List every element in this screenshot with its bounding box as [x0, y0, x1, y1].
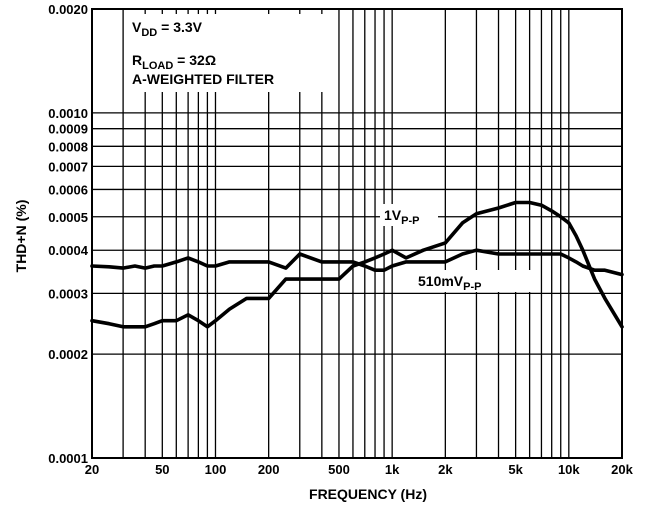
tick-labels: 20 50 100 200 500 1k 2k 5k 10k 20k 0.0001 0.0002 0.0…: [48, 2, 633, 477]
rload-annotation: RLOAD = 32Ω: [132, 52, 216, 72]
series-label-1vpp-text: 1VP-P: [384, 207, 419, 227]
y-tick-label: 0.0010: [48, 106, 88, 121]
x-tick-label: 20k: [611, 462, 633, 477]
x-tick-label: 100: [205, 462, 227, 477]
vdd-annotation: VDD = 3.3V: [132, 19, 203, 39]
x-tick-label: 10k: [558, 462, 580, 477]
x-tick-label: 50: [155, 462, 169, 477]
y-tick-label: 0.0005: [48, 210, 88, 225]
series-label-510mvpp-text: 510mVP-P: [418, 273, 482, 293]
y-tick-label: 0.0004: [48, 243, 89, 258]
y-tick-label: 0.0003: [48, 286, 88, 301]
y-tick-label: 0.0001: [48, 451, 88, 466]
y-tick-label: 0.0006: [48, 182, 88, 197]
series-label-1vpp: 1VP-P: [380, 204, 438, 227]
y-axis-title: THD+N (%): [13, 200, 29, 273]
y-tick-label: 0.0020: [48, 2, 88, 17]
x-tick-label: 200: [258, 462, 280, 477]
x-tick-label: 1k: [385, 462, 400, 477]
x-tick-label: 500: [328, 462, 350, 477]
plot-frame: [91, 8, 623, 459]
x-tick-label: 2k: [438, 462, 453, 477]
series-label-510mvpp-backdrop: [414, 270, 532, 292]
series-label-1vpp-backdrop: [380, 204, 438, 226]
x-axis-title: FREQUENCY (Hz): [309, 486, 427, 502]
x-tick-label: 5k: [508, 462, 523, 477]
filter-annotation: A-WEIGHTED FILTER: [132, 71, 274, 87]
data-series: [90, 200, 624, 329]
condition-annotations: VDD = 3.3V RLOAD = 32Ω A-WEIGHTED FILTER: [127, 14, 323, 92]
x-tick-label: 20: [85, 462, 99, 477]
y-tick-label: 0.0007: [48, 159, 88, 174]
series-label-510mvpp: 510mVP-P: [414, 270, 532, 293]
y-tick-label: 0.0009: [48, 122, 88, 137]
y-tick-label: 0.0002: [48, 347, 88, 362]
series-line-510mvpp: [90, 248, 624, 277]
y-tick-label: 0.0008: [48, 139, 88, 154]
annotation-backdrop: [127, 14, 323, 92]
